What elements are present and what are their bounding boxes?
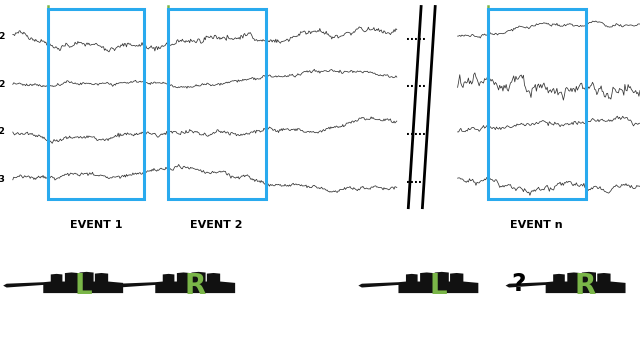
Bar xyxy=(48,9,144,199)
Text: .....: ..... xyxy=(406,127,426,137)
Text: .....: ..... xyxy=(406,79,426,89)
Text: L: L xyxy=(429,272,447,300)
PathPatch shape xyxy=(115,272,235,293)
PathPatch shape xyxy=(3,272,123,293)
PathPatch shape xyxy=(506,272,625,293)
Text: ?: ? xyxy=(511,271,525,295)
Bar xyxy=(168,9,266,199)
Text: .....: ..... xyxy=(406,174,426,185)
Bar xyxy=(488,9,586,199)
Text: EVENT 1: EVENT 1 xyxy=(70,220,122,230)
Text: C3: C3 xyxy=(0,175,5,184)
Text: L: L xyxy=(74,272,92,300)
Text: EVENT 2: EVENT 2 xyxy=(190,220,243,230)
Text: R: R xyxy=(184,272,206,300)
Text: F2: F2 xyxy=(0,80,5,89)
PathPatch shape xyxy=(358,272,478,293)
Text: C2: C2 xyxy=(0,127,5,137)
Text: EVENT n: EVENT n xyxy=(510,220,563,230)
Text: .....: ..... xyxy=(406,32,426,42)
Text: R: R xyxy=(575,272,596,300)
Text: PD2: PD2 xyxy=(0,32,5,41)
